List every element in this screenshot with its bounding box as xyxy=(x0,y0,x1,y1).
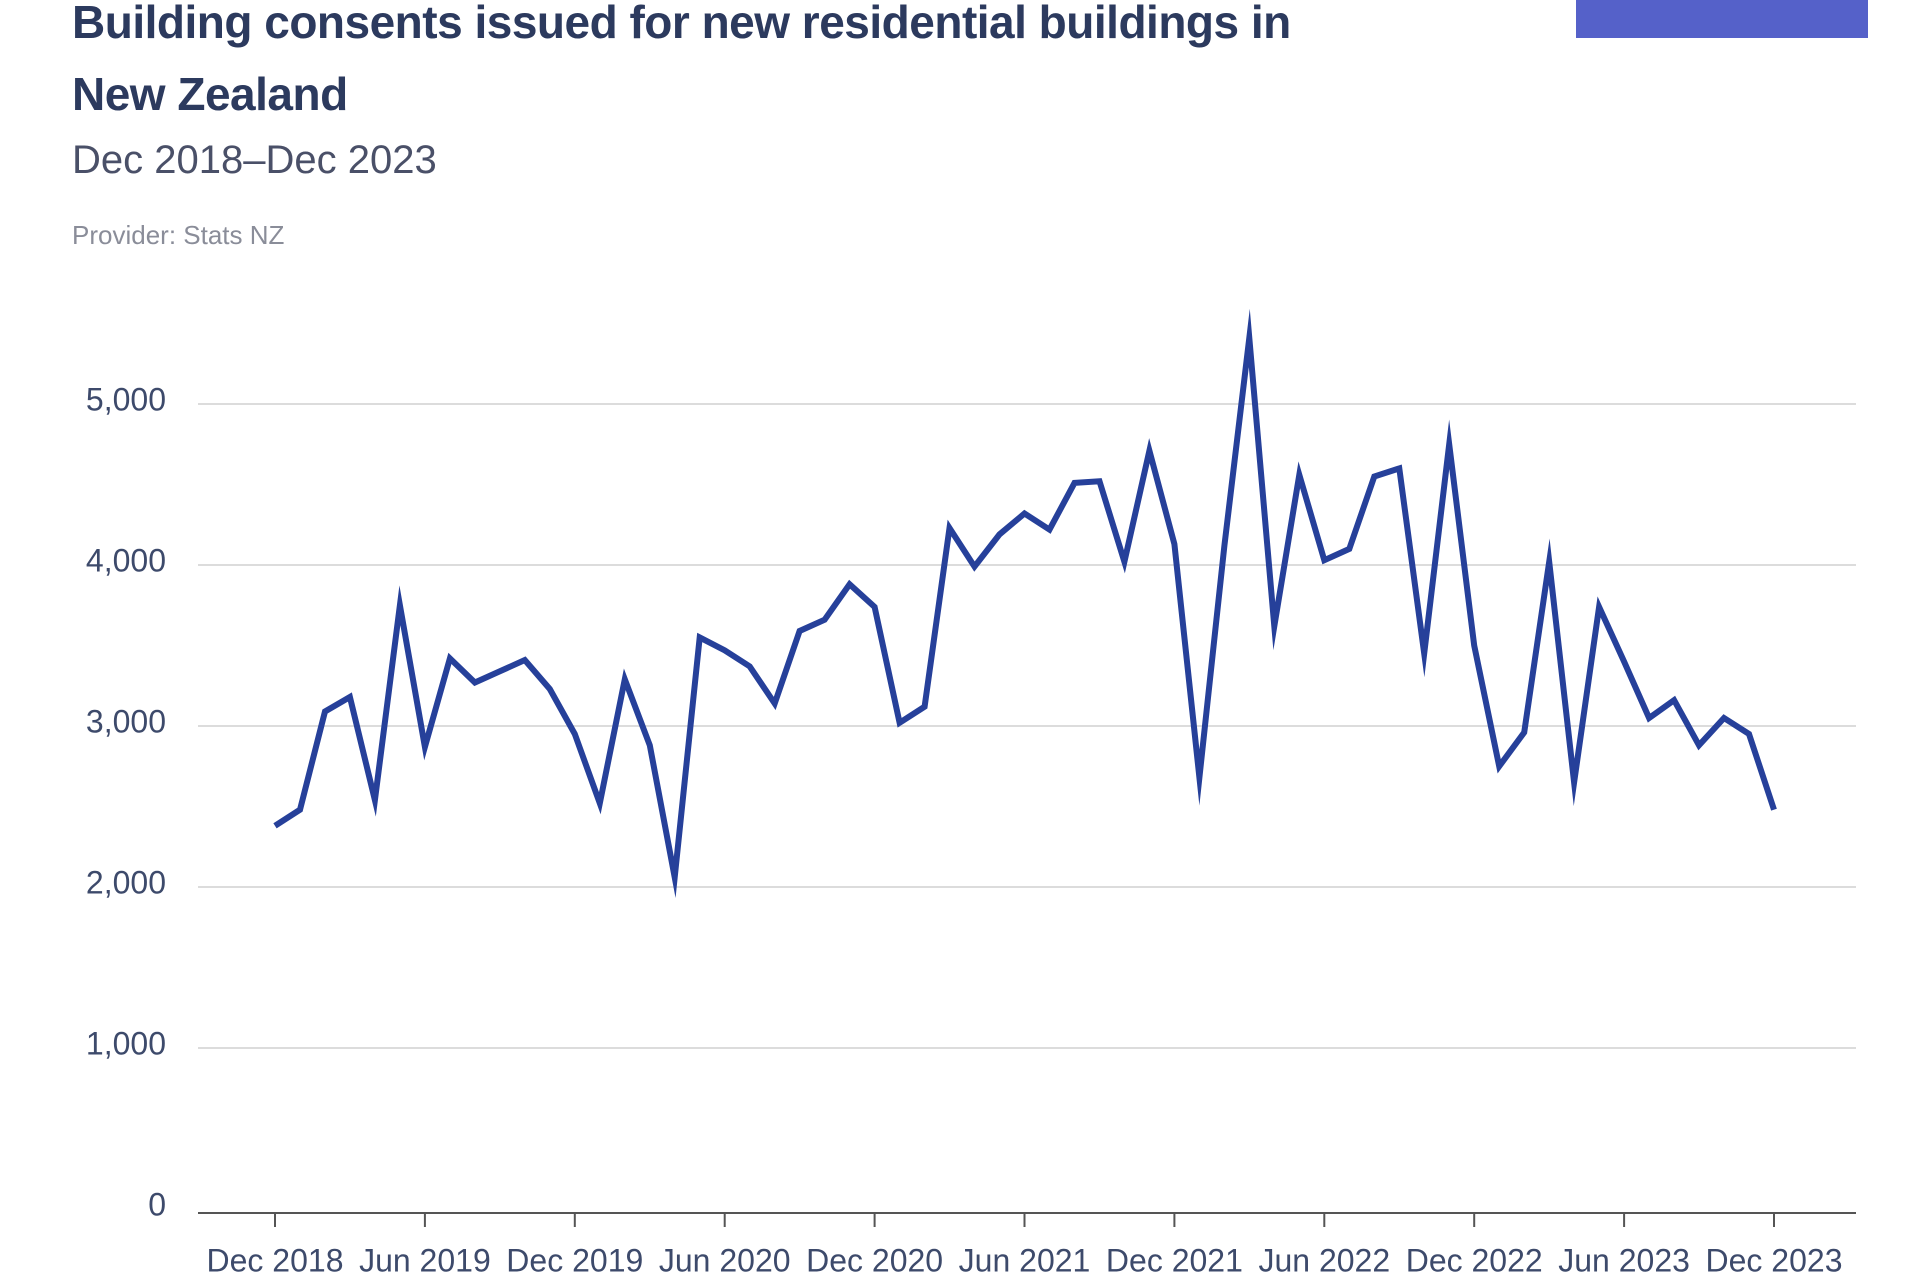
data-line xyxy=(273,308,1777,899)
y-tick-label: 4,000 xyxy=(86,542,166,578)
y-tick-label: 0 xyxy=(148,1186,166,1222)
chart-subtitle: Dec 2018–Dec 2023 xyxy=(72,138,437,182)
y-tick-label: 2,000 xyxy=(86,864,166,900)
x-tick-label: Dec 2021 xyxy=(1106,1242,1243,1278)
y-tick-label: 1,000 xyxy=(86,1025,166,1061)
y-tick-label: 5,000 xyxy=(86,381,166,417)
x-tick-label: Jun 2019 xyxy=(359,1242,491,1278)
x-tick-label: Dec 2023 xyxy=(1706,1242,1843,1278)
chart-source: Provider: Stats NZ xyxy=(72,220,285,250)
chart-title: Building consents issued for new residen… xyxy=(72,0,1291,120)
x-tick-label: Jun 2020 xyxy=(659,1242,791,1278)
x-tick-label: Dec 2022 xyxy=(1406,1242,1543,1278)
x-tick-label: Jun 2021 xyxy=(959,1242,1091,1278)
header-button[interactable] xyxy=(1576,0,1868,38)
x-tick-label: Jun 2022 xyxy=(1258,1242,1390,1278)
x-tick-label: Jun 2023 xyxy=(1558,1242,1690,1278)
x-tick-label: Dec 2020 xyxy=(806,1242,943,1278)
x-tick-label: Dec 2018 xyxy=(207,1242,344,1278)
y-tick-label: 3,000 xyxy=(86,703,166,739)
x-tick-label: Dec 2019 xyxy=(506,1242,643,1278)
